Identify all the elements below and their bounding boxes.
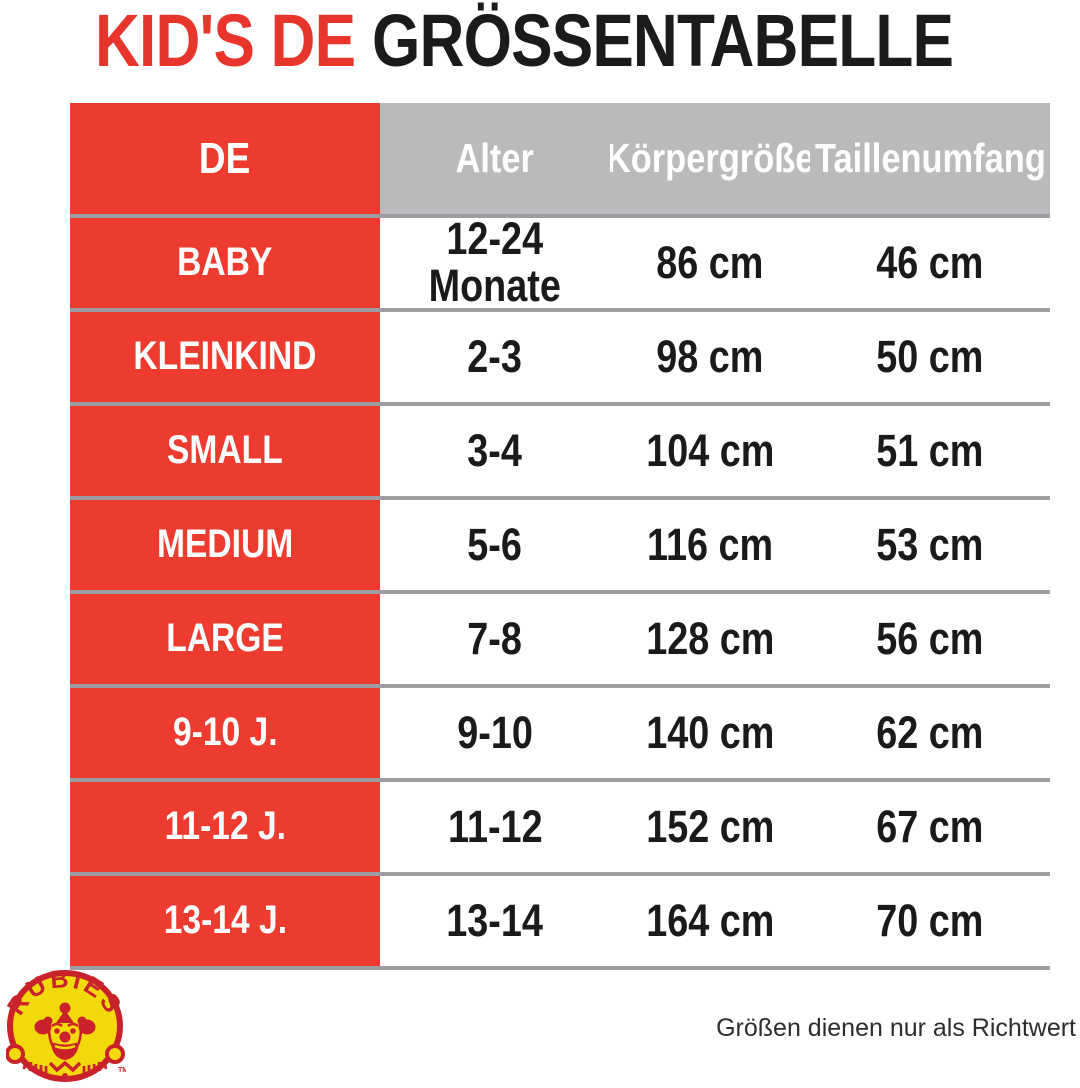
table-row: 9-10 J. 9-10 140 cm 62 cm — [70, 684, 1050, 778]
column-header-taillenumfang: Taillenumfang — [814, 135, 1046, 182]
size-label-cell: SMALL — [70, 406, 380, 496]
size-table: DE Alter Körpergröße Taillenumfang BABY … — [70, 103, 1050, 970]
taille-cell: 50 cm — [876, 330, 984, 382]
title-prefix: KID'S DE — [95, 0, 356, 82]
taille-cell: 51 cm — [876, 424, 984, 476]
clown-hair — [34, 1016, 96, 1035]
rubies-logo: RUBIES — [6, 970, 126, 1082]
taille-cell: 53 cm — [876, 518, 984, 570]
koerpergroesse-cell: 86 cm — [656, 236, 764, 288]
size-label-cell: 11-12 J. — [70, 782, 380, 872]
alter-cell: 7-8 — [467, 612, 523, 664]
alter-cell: 2-3 — [467, 330, 523, 382]
alter-cell: 13-14 — [446, 894, 544, 946]
size-label-cell: KLEINKIND — [70, 312, 380, 402]
alter-cell: 5-6 — [467, 518, 523, 570]
clown-hands — [6, 1044, 125, 1064]
koerpergroesse-cell: 140 cm — [645, 706, 775, 758]
column-header-koerpergroesse: Körpergröße — [610, 135, 810, 182]
alter-cell: 12-24 Monate — [428, 218, 562, 308]
alter-cell: 3-4 — [467, 424, 523, 476]
table-row: MEDIUM 5-6 116 cm 53 cm — [70, 496, 1050, 590]
table-row: 13-14 J. 13-14 164 cm 70 cm — [70, 872, 1050, 966]
table-header-row: DE Alter Körpergröße Taillenumfang — [70, 103, 1050, 214]
alter-cell: 9-10 — [457, 706, 533, 758]
size-label-cell: MEDIUM — [70, 500, 380, 590]
size-label-cell: 13-14 J. — [70, 876, 380, 966]
table-row: SMALL 3-4 104 cm 51 cm — [70, 402, 1050, 496]
koerpergroesse-cell: 104 cm — [645, 424, 775, 476]
collar-dot — [62, 1073, 68, 1079]
taille-cell: 56 cm — [876, 612, 984, 664]
alter-cell: 11-12 — [447, 800, 543, 852]
koerpergroesse-cell: 152 cm — [645, 800, 775, 852]
size-label-cell: 9-10 J. — [70, 688, 380, 778]
table-row: BABY 12-24 Monate 86 cm 46 cm — [70, 214, 1050, 308]
clown-face — [47, 1022, 83, 1060]
table-row: 11-12 J. 11-12 152 cm 67 cm — [70, 778, 1050, 872]
table-row: KLEINKIND 2-3 98 cm 50 cm — [70, 308, 1050, 402]
clown-collar — [22, 1059, 108, 1075]
page-title: KID'S DE GRÖSSENTABELLE — [95, 4, 954, 78]
koerpergroesse-cell: 164 cm — [645, 894, 775, 946]
table-row: LARGE 7-8 128 cm 56 cm — [70, 590, 1050, 684]
title-main: GRÖSSENTABELLE — [372, 0, 954, 82]
size-label-cell: BABY — [70, 218, 380, 308]
taille-cell: 67 cm — [876, 800, 984, 852]
taille-cell: 62 cm — [876, 706, 984, 758]
clown-topknot — [56, 1002, 74, 1023]
size-label-cell: LARGE — [70, 594, 380, 684]
footnote: Größen dienen nur als Richtwert — [716, 1014, 1076, 1042]
koerpergroesse-cell: 116 cm — [646, 518, 774, 570]
column-header-alter: Alter — [455, 135, 535, 182]
taille-cell: 46 cm — [876, 236, 984, 288]
koerpergroesse-cell: 128 cm — [645, 612, 775, 664]
trademark-symbol: TM — [118, 1067, 126, 1074]
taille-cell: 70 cm — [876, 894, 984, 946]
region-header-cell: DE — [70, 103, 380, 214]
koerpergroesse-cell: 98 cm — [656, 330, 764, 382]
column-headers: Alter Körpergröße Taillenumfang — [380, 103, 1050, 214]
